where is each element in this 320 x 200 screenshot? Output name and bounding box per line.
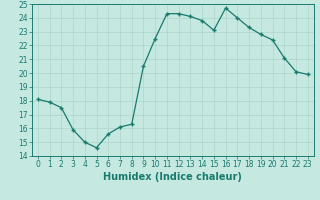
X-axis label: Humidex (Indice chaleur): Humidex (Indice chaleur) <box>103 172 242 182</box>
